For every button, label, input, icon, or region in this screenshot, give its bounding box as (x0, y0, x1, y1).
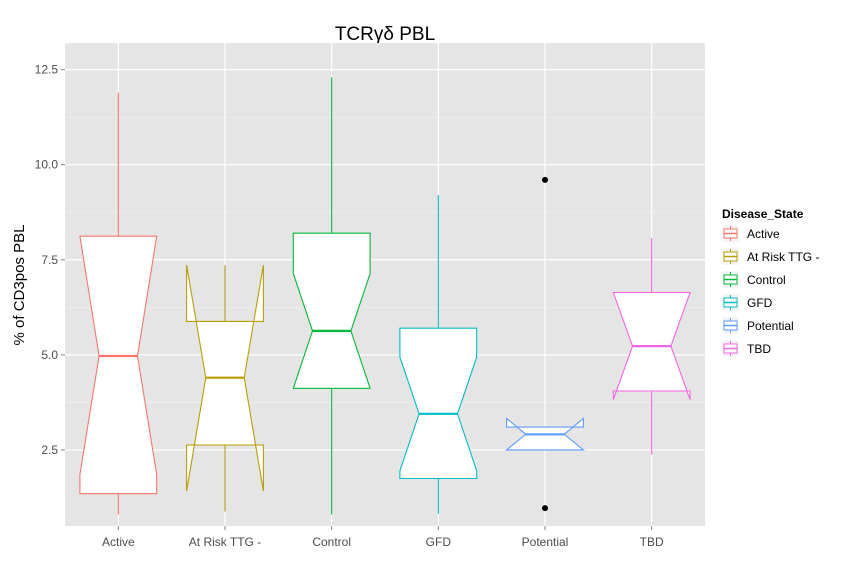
legend-label: Potential (747, 319, 794, 333)
outlier-point (542, 176, 548, 183)
legend-label: At Risk TTG - (747, 250, 819, 264)
legend: Disease_State Active At Risk TTG - Control G… (721, 207, 819, 358)
legend-label: TBD (747, 342, 771, 356)
legend-label: Active (747, 227, 780, 241)
plot-panel (65, 43, 705, 526)
y-tick-label: 10.0 (35, 158, 59, 172)
legend-label: Control (747, 273, 786, 287)
notched-box (399, 327, 478, 480)
legend-entry: TBD (721, 339, 771, 358)
y-axis-label: % of CD3pos PBL (11, 225, 28, 346)
boxplot-potential (505, 176, 585, 512)
x-tick-label: TBD (640, 535, 664, 549)
boxplot-gfd (399, 195, 478, 514)
x-tick-label: At Risk TTG - (189, 535, 261, 549)
boxplot-control (292, 77, 371, 515)
legend-entry: Control (721, 270, 786, 289)
legend-entry: Potential (721, 316, 794, 335)
chart-title: TCRγδ PBL (335, 24, 435, 45)
y-tick-label: 12.5 (35, 63, 59, 77)
boxplot-active (79, 92, 158, 515)
x-tick-label: GFD (426, 535, 452, 549)
notched-box (79, 235, 158, 495)
boxplot-tbd (612, 238, 691, 455)
legend-title: Disease_State (722, 207, 804, 221)
x-tick-label: Potential (522, 535, 569, 549)
x-tick-label: Active (102, 535, 135, 549)
notched-box (292, 232, 371, 389)
y-tick-label: 5.0 (41, 348, 58, 362)
legend-entry: At Risk TTG - (721, 247, 819, 266)
legend-entry: Active (721, 224, 780, 243)
y-tick-label: 2.5 (41, 443, 58, 457)
x-tick-label: Control (312, 535, 351, 549)
legend-label: GFD (747, 296, 773, 310)
legend-entry: GFD (721, 293, 773, 312)
boxplot-at-risk-ttg (186, 265, 264, 512)
outlier-point (542, 505, 548, 512)
y-tick-label: 7.5 (41, 253, 58, 267)
